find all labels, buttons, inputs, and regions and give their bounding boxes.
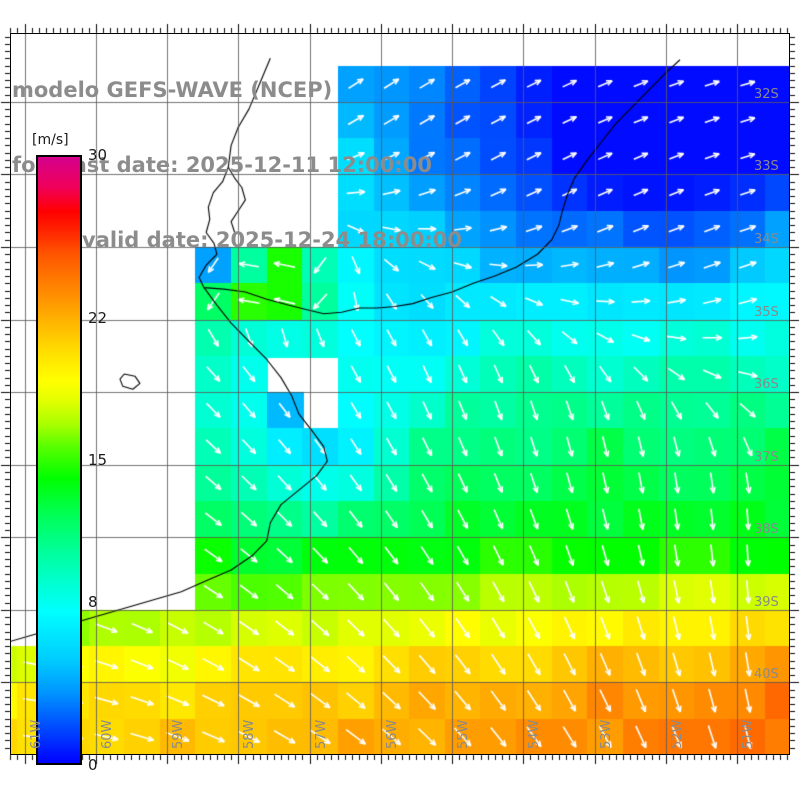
colorbar-tick-label: 8	[88, 593, 98, 612]
lat-label: 40S	[754, 667, 779, 683]
colorbar-gradient	[36, 155, 82, 765]
colorbar-tick-label: 22	[88, 308, 108, 327]
lat-label: 35S	[754, 304, 779, 320]
colorbar-tick-label: 15	[88, 451, 108, 469]
lat-label: 39S	[754, 594, 779, 610]
colorbar[interactable]: 30 22 15 8 0	[36, 146, 107, 774]
lon-label: 59W	[171, 719, 186, 749]
lon-label: 61W	[28, 719, 44, 749]
lat-label: 37S	[754, 449, 779, 465]
lon-label: 55W	[456, 719, 471, 749]
lat-label: 34S	[754, 232, 779, 247]
title-forecast-date: forecast date: 2025-12-11 12:00:00	[12, 153, 432, 177]
lon-label: 56W	[384, 719, 400, 749]
colorbar-tick-label: 30	[88, 146, 108, 164]
lon-label: 52W	[669, 719, 685, 749]
lat-label: 32S	[754, 86, 779, 102]
lon-label: 57W	[313, 719, 329, 749]
title-valid-date: valid date: 2025-12-24 18:00:00	[82, 228, 462, 252]
colorbar-tick-label: 0	[88, 756, 98, 774]
lon-label: 60W	[99, 719, 115, 749]
lat-label: 38S	[754, 522, 779, 538]
lon-label: 58W	[242, 719, 258, 749]
lon-label: 54W	[527, 719, 543, 749]
title-model: modelo GEFS-WAVE (NCEP)	[12, 78, 333, 102]
figure-title: modelo GEFS-WAVE (NCEP) forecast date: 2…	[12, 28, 532, 303]
lon-label: 53W	[598, 719, 614, 749]
lon-label: 51W	[741, 719, 756, 749]
lat-label: 33S	[754, 159, 779, 175]
colorbar-unit-label: [m/s]	[32, 132, 69, 148]
lat-label: 36S	[754, 377, 779, 393]
